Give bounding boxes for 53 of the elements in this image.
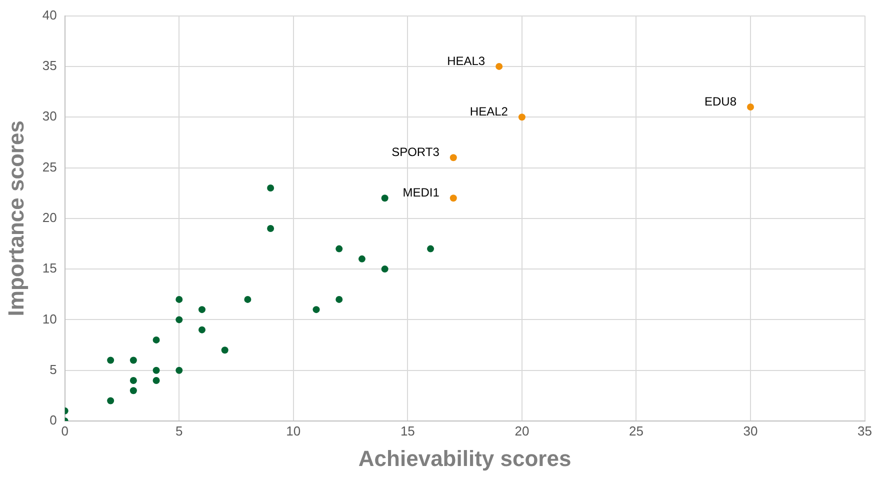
y-tick-label: 15 [42,260,57,276]
y-tick-label: 10 [42,311,57,326]
x-tick-label: 35 [858,423,872,438]
x-axis-title: Achievability scores [358,446,572,471]
annotation: HEAL2 [470,104,508,118]
point [152,376,160,384]
x-tick-label: 10 [286,423,301,438]
point [746,103,754,110]
y-tick-label: 35 [42,58,57,74]
point [336,296,343,303]
point [496,62,503,70]
annotation: MEDI1 [402,185,440,200]
point [152,336,160,344]
point [381,194,388,202]
point [107,356,114,364]
y-tick-label: 30 [42,108,57,124]
point [130,356,137,364]
x-tick-label: 25 [628,423,644,438]
x-tick-label: 20 [514,423,530,438]
point [107,397,114,404]
point [312,306,320,314]
y-tick-label: 40 [42,7,57,22]
point [336,245,343,252]
point [450,154,457,162]
y-axis-title: Importance scores [3,120,28,316]
y-tick-label: 20 [42,210,57,225]
point [518,114,526,121]
point [450,194,457,202]
x-tick-label: 30 [743,423,758,438]
point [176,366,183,374]
annotation: SPORT3 [392,144,440,159]
point [130,387,137,394]
point [130,376,137,384]
point [267,225,274,232]
x-tick-label: 0 [61,423,68,438]
point [358,255,366,262]
x-tick-label: 5 [176,423,183,438]
y-tick-label: 0 [50,412,57,428]
point [152,366,160,374]
point [176,296,183,303]
point [267,184,274,192]
point [176,316,183,324]
point [198,306,206,314]
y-tick-label: 25 [42,159,57,174]
y-tick-label: 5 [50,362,57,377]
point [381,266,388,273]
annotation: HEAL3 [447,54,486,68]
point [198,326,206,334]
point [427,245,434,252]
point [221,346,228,354]
point [244,296,252,303]
x-tick-label: 15 [400,423,415,438]
annotation: EDU8 [704,94,737,108]
